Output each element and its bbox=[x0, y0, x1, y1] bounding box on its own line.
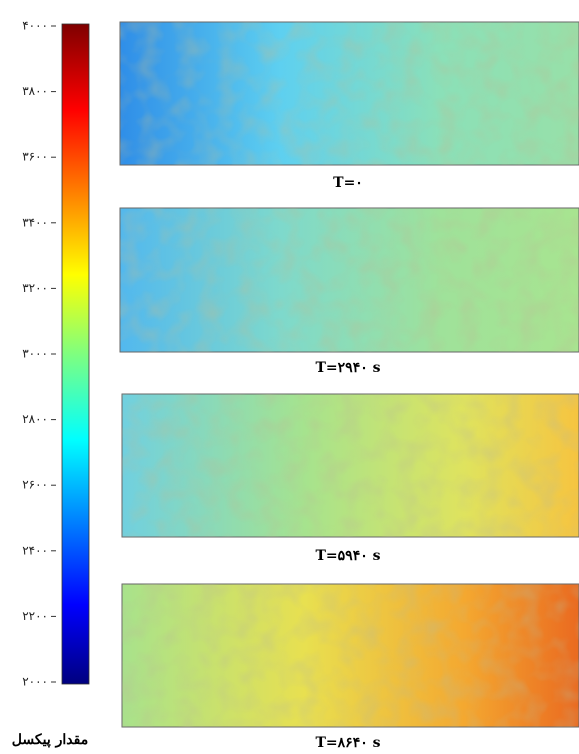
heatmap-texture bbox=[122, 584, 579, 727]
heatmap-texture bbox=[120, 22, 579, 165]
tick-label: ۲۰۰۰ bbox=[22, 675, 48, 689]
panel-caption: T=۸۶۴۰ s bbox=[316, 735, 381, 751]
tick-label: ۳۴۰۰ bbox=[22, 215, 48, 229]
tick-label: ۳۶۰۰ bbox=[22, 150, 48, 164]
colorbar bbox=[61, 23, 90, 685]
heatmap-texture bbox=[122, 394, 579, 537]
tick-label: ۳۰۰۰ bbox=[22, 347, 48, 361]
tick-label: ۲۲۰۰ bbox=[22, 609, 48, 623]
tick-label: ۳۲۰۰ bbox=[22, 281, 48, 295]
panel-caption: T=۲۹۴۰ s bbox=[316, 360, 381, 376]
colorbar-label: مقدار پیکسل bbox=[12, 732, 88, 748]
panels bbox=[119, 21, 579, 728]
panel-caption: T=۰ bbox=[333, 175, 363, 191]
tick-label: ۴۰۰۰ bbox=[22, 19, 48, 33]
tick-label: ۲۶۰۰ bbox=[22, 478, 48, 492]
tick-label: ۳۸۰۰ bbox=[22, 84, 48, 98]
panel-caption: T=۵۹۴۰ s bbox=[316, 548, 381, 564]
tick-label: ۲۴۰۰ bbox=[22, 543, 48, 557]
heatmap-texture bbox=[120, 208, 579, 352]
tick-label: ۲۸۰۰ bbox=[22, 412, 48, 426]
